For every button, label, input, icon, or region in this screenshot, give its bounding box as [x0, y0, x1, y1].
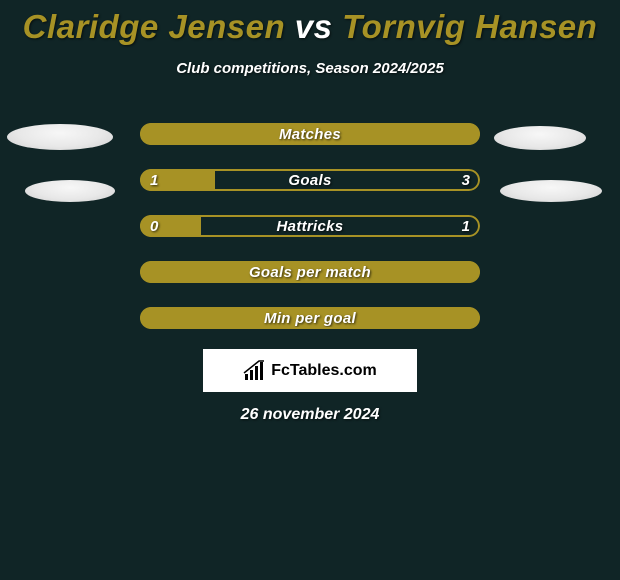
stat-label: Matches — [140, 123, 480, 145]
title-vs: vs — [295, 8, 333, 45]
stat-value-right: 1 — [462, 215, 470, 237]
stat-value-left: 1 — [150, 169, 158, 191]
stat-row: Min per goal — [140, 307, 480, 329]
title-player1: Claridge Jensen — [23, 8, 285, 45]
stat-rows: MatchesGoals13Hattricks01Goals per match… — [0, 123, 620, 329]
stat-row: Hattricks0 1 — [140, 215, 480, 237]
page-title: Claridge Jensen vs Tornvig Hansen — [0, 0, 620, 46]
stat-label: Hattricks — [140, 215, 480, 237]
logo-prefix: Fc — [271, 362, 290, 379]
stat-row: Goals per match — [140, 261, 480, 283]
logo-rest: Tables.com — [290, 362, 377, 379]
stat-label: Goals per match — [140, 261, 480, 283]
logo-text: FcTables.com — [271, 362, 377, 380]
stat-label: Goals — [140, 169, 480, 191]
stat-label: Min per goal — [140, 307, 480, 329]
decor-ellipse — [7, 124, 113, 150]
stat-row: Matches — [140, 123, 480, 145]
stat-value-left: 0 — [150, 215, 158, 237]
date-text: 26 november 2024 — [0, 406, 620, 424]
decor-ellipse — [500, 180, 602, 202]
decor-ellipse — [25, 180, 115, 202]
subtitle: Club competitions, Season 2024/2025 — [0, 60, 620, 77]
title-player2: Tornvig Hansen — [342, 8, 597, 45]
stat-row: Goals1 3 — [140, 169, 480, 191]
bar-chart-icon — [243, 360, 267, 382]
decor-ellipse — [494, 126, 586, 150]
logo-box: FcTables.com — [203, 349, 417, 392]
stat-value-right: 3 — [462, 169, 470, 191]
